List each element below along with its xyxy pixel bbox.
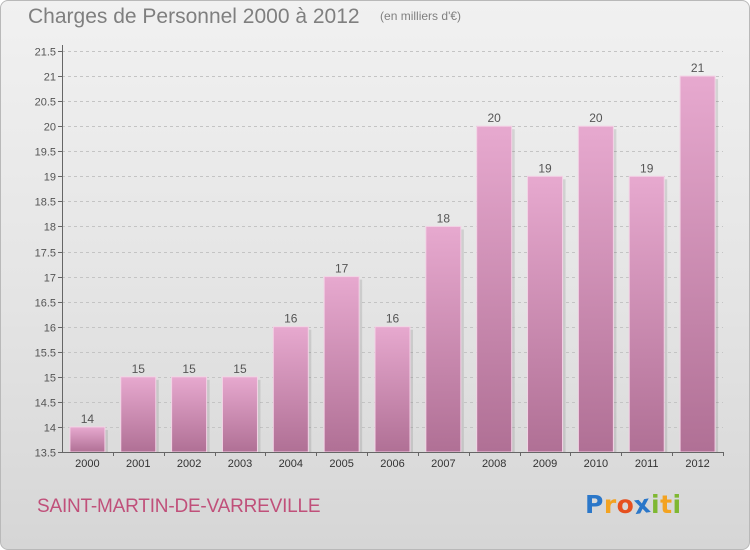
logo-letter: t [660,490,673,519]
place-name: SAINT-MARTIN-DE-VARREVILLE [37,496,321,517]
bar [527,175,564,453]
bar-value-label: 15 [132,362,146,376]
y-tick-label: 15 [44,373,56,385]
y-tick-label: 19 [44,172,56,184]
x-tick-label: 2001 [126,458,150,470]
x-tick-label: 2009 [533,458,557,470]
chart-unit-label: (en milliers d'€) [380,9,462,23]
bars [69,75,719,453]
logo-letter: i [651,490,661,519]
bar-value-label: 18 [437,211,451,225]
logo-letter: i [672,490,682,519]
x-tick-label: 2003 [228,458,252,470]
x-tick-label: 2012 [685,458,709,470]
title-row: Charges de Personnel 2000 à 2012 (en mil… [28,5,461,29]
bar [374,326,411,453]
bar [628,175,665,453]
bar [679,75,716,453]
proxiti-logo: Proxiti [585,488,682,521]
bar-value-label: 20 [488,111,502,125]
x-tick-label: 2011 [635,458,659,470]
bar [69,426,106,453]
x-tick-label: 2010 [584,458,608,470]
y-tick-label: 20.5 [35,97,56,109]
y-tick-label: 19.5 [35,147,56,159]
bar-value-label: 15 [233,362,247,376]
bar [323,276,360,453]
x-tick-label: 2005 [329,458,353,470]
y-tick-label: 17.5 [35,248,56,260]
bar-value-label: 20 [589,111,603,125]
x-tick-label: 2008 [482,458,506,470]
y-tick-label: 14 [44,423,56,435]
logo-letter: o [616,490,635,519]
axes [58,45,724,456]
bar [425,225,462,453]
x-tick-label: 2007 [431,458,455,470]
labels: 13.5 14 14.5 15 15.5 16 16.5 17 17.5 18 18.5 19 19.5… [35,47,710,471]
bar [577,125,614,453]
y-tick-label: 18.5 [35,197,56,209]
y-tick-label: 15.5 [35,348,56,360]
y-tick-label: 18 [44,222,56,234]
y-tick-label: 13.5 [35,448,56,460]
logo-letter: x [632,488,653,521]
bar-value-label: 15 [182,362,196,376]
bar-value-label: 16 [284,312,298,326]
bar-value-label: 19 [538,161,552,175]
y-tick-label: 21 [44,72,56,84]
bar-value-label: 16 [386,312,400,326]
y-tick-label: 17 [44,273,56,285]
y-tick-label: 20 [44,122,56,134]
y-tick-label: 16.5 [35,298,56,310]
bar-value-label: 17 [335,262,349,276]
bar [272,326,309,453]
bar-value-label: 19 [640,161,654,175]
x-tick-label: 2000 [75,458,99,470]
bar [171,376,208,453]
logo-letter: r [603,490,617,519]
bar-value-label: 21 [691,61,705,75]
bar [120,376,157,453]
x-tick-label: 2002 [177,458,201,470]
y-tick-label: 14.5 [35,398,56,410]
x-tick-label: 2006 [380,458,404,470]
x-tick-label: 2004 [279,458,303,470]
bar [221,376,258,453]
y-tick-label: 21.5 [35,47,56,59]
chart-title: Charges de Personnel 2000 à 2012 [28,5,360,28]
logo-letter: P [585,490,604,519]
bar [476,125,513,453]
bar-value-label: 14 [81,412,95,426]
y-tick-label: 16 [44,323,56,335]
